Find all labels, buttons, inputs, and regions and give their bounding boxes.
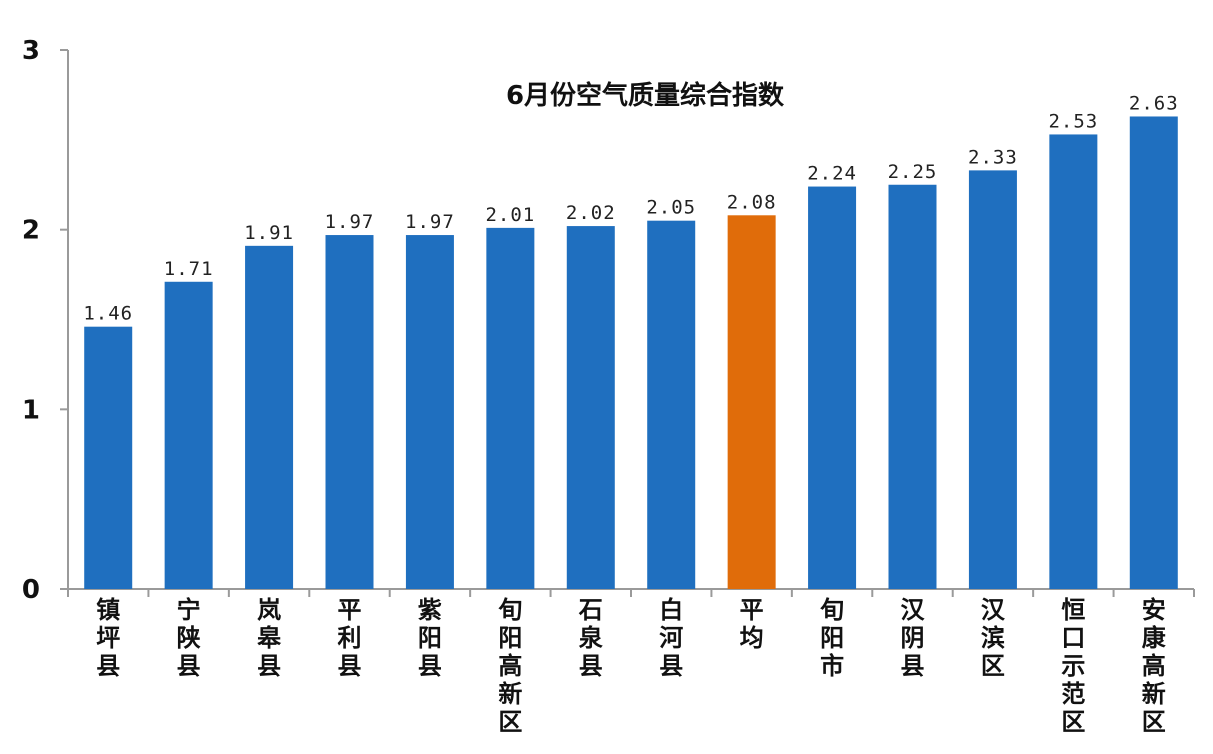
y-tick-label: 3 — [22, 36, 40, 66]
bar — [486, 227, 535, 589]
bar — [566, 226, 615, 589]
x-tick-label: 汉滨区 — [981, 596, 1006, 680]
data-label: 2.33 — [968, 146, 1018, 168]
y-tick-label: 0 — [22, 575, 40, 605]
x-labels: 镇坪县 宁陕县 岚皋县 平利县 紫阳县 旬阳高新区 石泉县 白河县 平均 旬阳市 汉阴县 汉滨区 恒口示… — [96, 596, 1167, 736]
x-tick-label: 恒口示范区 — [1061, 596, 1085, 736]
x-tick-label: 平均 — [740, 596, 764, 652]
data-label: 1.46 — [83, 303, 133, 325]
bar — [325, 235, 374, 589]
bar — [808, 186, 857, 589]
bar — [968, 170, 1017, 590]
data-label: 2.53 — [1048, 110, 1098, 132]
bar — [888, 184, 937, 589]
data-label: 1.97 — [405, 211, 455, 233]
chart-title: 6月份空气质量综合指数 — [506, 80, 785, 111]
bar — [647, 220, 696, 589]
data-label: 2.24 — [807, 163, 857, 185]
data-label: 2.05 — [646, 197, 696, 219]
x-tick-label: 白河县 — [659, 596, 683, 680]
data-label: 1.91 — [244, 222, 294, 244]
data-label: 2.02 — [566, 202, 616, 224]
bar — [405, 235, 454, 589]
bars — [84, 116, 1178, 590]
y-ticks: 0 1 2 3 — [22, 36, 1195, 605]
data-label: 2.63 — [1129, 92, 1179, 114]
x-tick-label: 紫阳县 — [418, 596, 442, 680]
x-tick-label: 镇坪县 — [96, 596, 120, 680]
bar — [245, 245, 294, 589]
data-label: 1.97 — [325, 211, 375, 233]
x-tick-label: 安康高新区 — [1142, 596, 1167, 736]
bar — [164, 281, 213, 589]
x-tick-label: 旬阳高新区 — [498, 596, 522, 736]
data-label: 2.01 — [485, 204, 535, 226]
data-label: 2.25 — [888, 161, 938, 183]
bar — [84, 326, 133, 589]
x-tick-label: 宁陕县 — [177, 596, 201, 680]
bar — [1049, 134, 1098, 589]
x-tick-label: 旬阳市 — [820, 596, 844, 680]
x-tick-label: 汉阴县 — [901, 596, 926, 680]
value-labels: 1.46 1.71 1.91 1.97 1.97 2.01 2.02 2.05 2.08 2.24… — [83, 92, 1179, 325]
data-label: 1.71 — [164, 258, 214, 280]
bar — [1129, 116, 1178, 589]
y-tick-label: 1 — [22, 395, 40, 425]
bar — [727, 215, 776, 589]
x-tick-label: 石泉县 — [578, 596, 604, 680]
data-label: 2.08 — [727, 191, 777, 213]
y-tick-label: 2 — [22, 216, 40, 246]
x-tick-label: 岚皋县 — [257, 596, 282, 680]
x-tick-label: 平利县 — [338, 596, 362, 680]
